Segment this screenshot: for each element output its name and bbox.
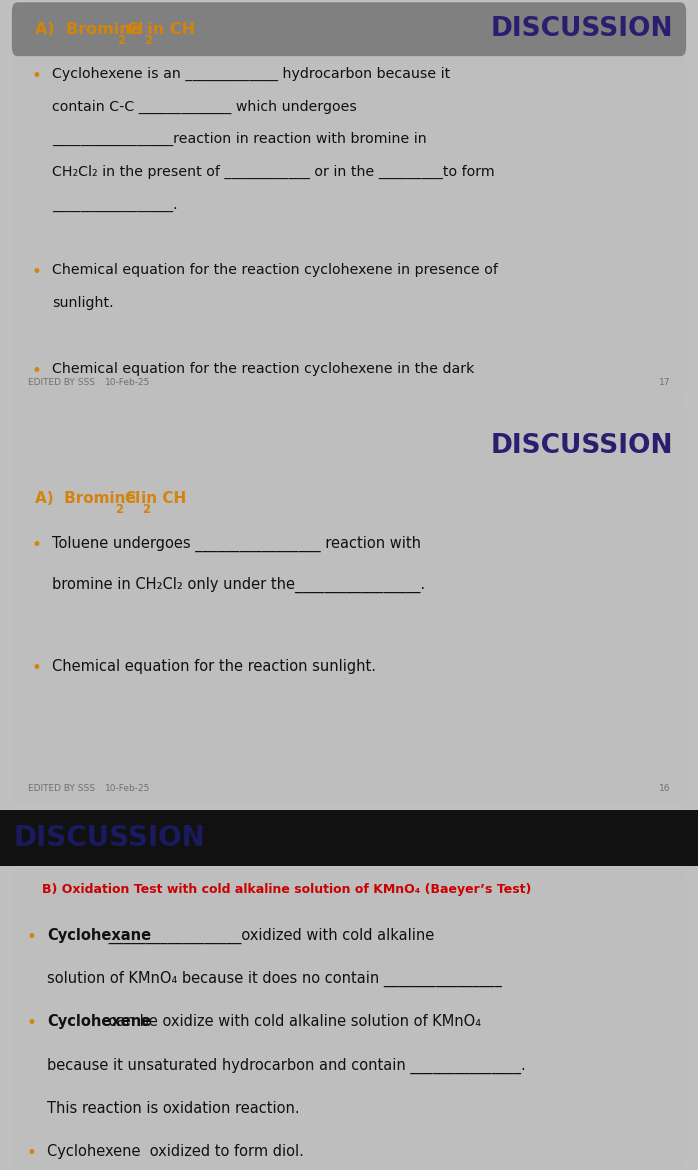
Text: •: •: [31, 362, 41, 379]
Text: 2: 2: [117, 34, 125, 48]
Text: 10-Feb-25: 10-Feb-25: [105, 378, 150, 387]
Text: EDITED BY SSS: EDITED BY SSS: [28, 784, 95, 793]
Text: because it unsaturated hydrocarbon and contain _______________.: because it unsaturated hydrocarbon and c…: [47, 1058, 526, 1074]
Text: _________________.: _________________.: [52, 198, 178, 212]
Text: Chemical equation for the reaction sunlight.: Chemical equation for the reaction sunli…: [52, 659, 376, 674]
Text: bromine in CH₂Cl₂ only under the_________________.: bromine in CH₂Cl₂ only under the________…: [52, 577, 426, 593]
Text: sunlight.: sunlight.: [52, 296, 114, 310]
Text: 2: 2: [115, 503, 124, 516]
Text: can be oxidize with cold alkaline solution of KMnO₄: can be oxidize with cold alkaline soluti…: [103, 1014, 480, 1030]
Text: solution of KMnO₄ because it does no contain ________________: solution of KMnO₄ because it does no con…: [47, 971, 503, 987]
Text: 17: 17: [659, 378, 670, 387]
Text: •: •: [27, 928, 36, 945]
Text: •: •: [31, 67, 41, 84]
Text: __________________oxidized with cold alkaline: __________________oxidized with cold alk…: [103, 928, 433, 944]
Text: 2: 2: [144, 34, 152, 48]
Text: Cl: Cl: [126, 22, 143, 36]
Text: •: •: [27, 1014, 36, 1032]
Text: 2: 2: [142, 503, 151, 516]
Text: 10-Feb-25: 10-Feb-25: [105, 784, 150, 793]
Text: •: •: [31, 536, 41, 553]
Text: •: •: [31, 263, 41, 281]
Text: Chemical equation for the reaction cyclohexene in the dark: Chemical equation for the reaction cyclo…: [52, 362, 475, 376]
Text: Cyclohexene is an _____________ hydrocarbon because it: Cyclohexene is an _____________ hydrocar…: [52, 67, 451, 81]
Text: This reaction is oxidation reaction.: This reaction is oxidation reaction.: [47, 1101, 300, 1116]
Text: •: •: [27, 1144, 36, 1162]
FancyBboxPatch shape: [12, 400, 686, 805]
Text: Cl: Cl: [124, 491, 140, 507]
Text: A)  Bromine in CH: A) Bromine in CH: [35, 491, 186, 507]
FancyBboxPatch shape: [12, 868, 686, 1168]
Text: DISCUSSION: DISCUSSION: [14, 824, 206, 852]
Text: _________________reaction in reaction with bromine in: _________________reaction in reaction wi…: [52, 132, 427, 146]
Text: EDITED BY SSS: EDITED BY SSS: [28, 378, 95, 387]
Text: Cyclohexene: Cyclohexene: [47, 1014, 151, 1030]
Text: DISCUSSION: DISCUSSION: [491, 433, 674, 459]
Text: •: •: [31, 659, 41, 676]
Text: Toluene undergoes _________________ reaction with: Toluene undergoes _________________ reac…: [52, 536, 422, 552]
Text: CH₂Cl₂ in the present of ____________ or in the _________to form: CH₂Cl₂ in the present of ____________ or…: [52, 165, 495, 179]
Text: A)  Bromine in CH: A) Bromine in CH: [35, 22, 195, 36]
Text: DISCUSSION: DISCUSSION: [491, 16, 674, 42]
Text: Cyclohexene  oxidized to form diol.: Cyclohexene oxidized to form diol.: [47, 1144, 304, 1159]
Text: contain C-C _____________ which undergoes: contain C-C _____________ which undergoe…: [52, 99, 357, 113]
FancyBboxPatch shape: [12, 2, 686, 56]
Text: Chemical equation for the reaction cyclohexene in presence of: Chemical equation for the reaction cyclo…: [52, 263, 498, 277]
Text: Cyclohexane: Cyclohexane: [47, 928, 151, 943]
Text: 16: 16: [659, 784, 670, 793]
Text: B) Oxidation Test with cold alkaline solution of KMnO₄ (Baeyer’s Test): B) Oxidation Test with cold alkaline sol…: [42, 883, 531, 896]
Bar: [0, 810, 698, 866]
FancyBboxPatch shape: [12, 2, 686, 399]
